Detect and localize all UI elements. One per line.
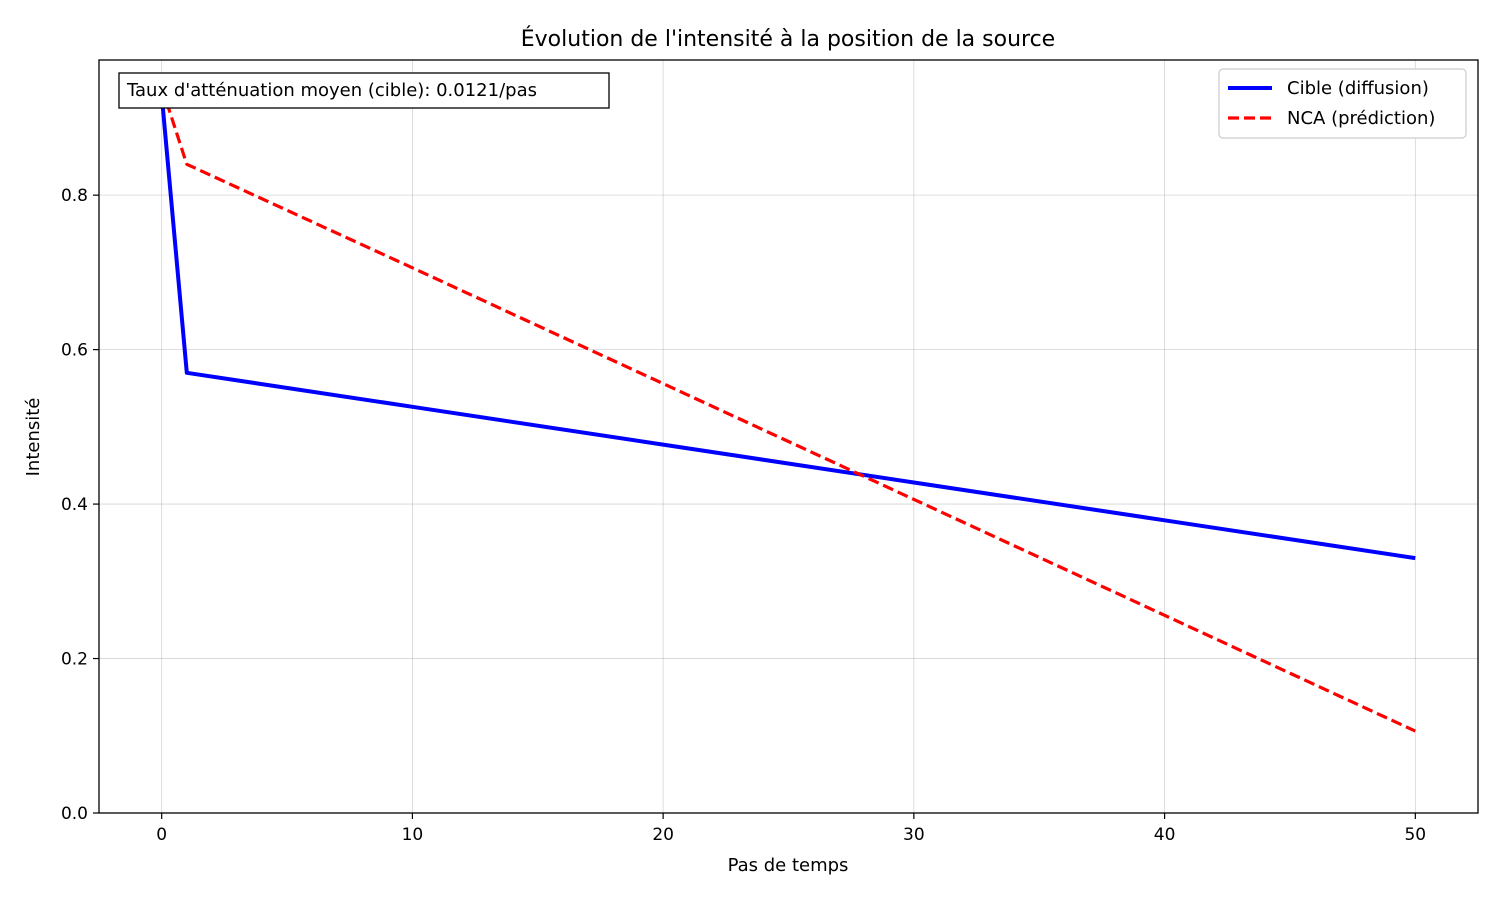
y-tick-label: 0.2: [61, 650, 88, 670]
y-tick-label: 0.8: [61, 186, 88, 206]
legend-label-nca: NCA (prédiction): [1287, 108, 1435, 129]
chart-title: Évolution de l'intensité à la position d…: [521, 26, 1055, 52]
series-layer: [159, 86, 1416, 733]
legend-frame: [1218, 68, 1467, 139]
x-tick-label: 0: [156, 825, 167, 845]
y-axis-label: Intensité: [23, 398, 44, 477]
x-axis: 0 10 20 30 40 50: [156, 813, 1426, 845]
x-tick-label: 20: [652, 825, 674, 845]
y-tick-label: 0.4: [61, 495, 88, 515]
legend-label-cible: Cible (diffusion): [1287, 78, 1429, 99]
x-tick-label: 30: [903, 825, 925, 845]
y-tick-label: 0.6: [61, 341, 88, 361]
annotation-box: Taux d'atténuation moyen (cible): 0.0121…: [118, 72, 610, 109]
series-line-nca: [160, 86, 1416, 733]
annotation-text: Taux d'atténuation moyen (cible): 0.0121…: [126, 80, 537, 101]
x-tick-label: 40: [1154, 825, 1176, 845]
y-tick-label: 0.0: [61, 804, 88, 824]
y-axis: 0.0 0.2 0.4 0.6 0.8: [61, 186, 99, 824]
x-tick-label: 50: [1404, 825, 1426, 845]
x-axis-label: Pas de temps: [728, 855, 849, 876]
plot-frame: [98, 59, 1479, 814]
series-line-cible: [159, 94, 1416, 561]
annotation-frame: [118, 72, 610, 109]
x-tick-label: 10: [402, 825, 424, 845]
legend: Cible (diffusion) NCA (prédiction): [1218, 68, 1467, 139]
